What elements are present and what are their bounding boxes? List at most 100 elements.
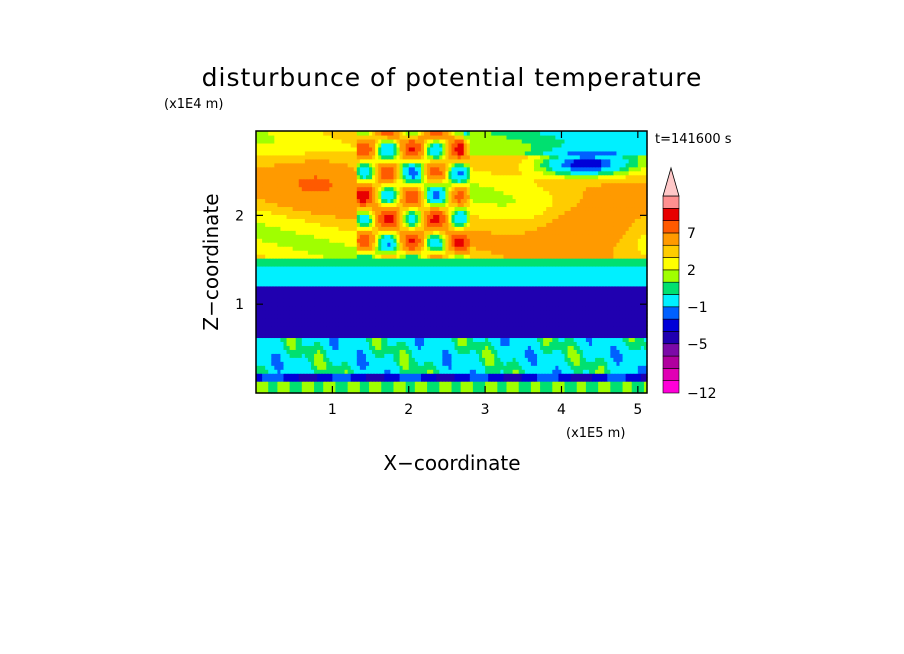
field-cell — [622, 313, 627, 319]
field-cell — [338, 337, 343, 342]
field-cell — [509, 317, 514, 323]
field-cell — [607, 242, 611, 247]
field-cell — [393, 369, 398, 374]
field-cell — [280, 301, 285, 307]
field-cell — [341, 321, 346, 327]
field-cell — [506, 313, 511, 319]
field-cell — [570, 285, 575, 291]
field-cell — [320, 277, 324, 283]
field-cell — [274, 254, 278, 259]
field-cell — [402, 369, 407, 374]
field-cell — [625, 313, 630, 319]
field-cell — [265, 353, 269, 358]
field-cell — [310, 385, 315, 390]
field-cell — [643, 341, 648, 346]
field-cell — [387, 289, 392, 295]
field-cell — [298, 373, 303, 378]
field-cell — [509, 250, 514, 255]
field-cell — [332, 361, 337, 366]
field-cell — [631, 313, 636, 319]
field-cell — [585, 297, 590, 303]
field-cell — [625, 258, 630, 263]
field-cell — [469, 265, 474, 271]
field-cell — [274, 337, 278, 342]
field-cell — [402, 337, 407, 342]
field-cell — [466, 333, 471, 339]
field-cell — [344, 385, 349, 390]
field-cell — [259, 333, 263, 339]
field-cell — [326, 345, 330, 350]
field-cell — [469, 341, 474, 346]
field-cell — [356, 341, 361, 346]
field-cell — [365, 353, 370, 358]
field-cell — [595, 313, 599, 319]
field-cell — [286, 254, 291, 259]
field-cell — [604, 238, 608, 243]
field-cell — [375, 269, 379, 275]
field-cell — [256, 345, 260, 350]
field-cell — [555, 238, 560, 243]
field-cell — [475, 389, 480, 394]
field-cell — [375, 273, 379, 279]
field-cell — [451, 305, 456, 311]
field-cell — [399, 250, 404, 255]
field-cell — [585, 254, 590, 259]
field-cell — [268, 353, 272, 358]
field-cell — [326, 262, 330, 267]
field-cell — [469, 285, 474, 291]
field-cell — [543, 373, 547, 378]
field-cell — [463, 269, 468, 275]
field-cell — [576, 373, 581, 378]
field-cell — [521, 289, 526, 295]
field-cell — [643, 333, 648, 339]
field-cell — [488, 389, 492, 394]
field-cell — [408, 254, 413, 259]
field-cell — [375, 337, 379, 342]
field-cell — [448, 289, 453, 295]
field-cell — [271, 385, 275, 390]
field-cell — [387, 337, 392, 342]
field-cell — [362, 325, 367, 331]
field-cell — [598, 254, 602, 259]
field-cell — [567, 353, 572, 358]
field-cell — [378, 309, 382, 315]
field-cell — [503, 341, 508, 346]
field-cell — [494, 377, 498, 382]
field-cell — [335, 262, 340, 267]
field-cell — [362, 250, 367, 255]
field-cell — [555, 258, 560, 263]
field-cell — [381, 269, 385, 275]
field-cell — [304, 309, 309, 315]
field-cell — [283, 329, 288, 335]
field-cell — [643, 277, 648, 283]
field-cell — [582, 265, 587, 271]
field-cell — [372, 242, 376, 247]
field-cell — [335, 309, 340, 315]
field-cell — [640, 333, 645, 339]
field-cell — [585, 281, 590, 287]
field-cell — [610, 250, 614, 255]
field-cell — [329, 373, 333, 378]
field-cell — [430, 389, 434, 394]
field-cell — [533, 309, 538, 315]
field-cell — [417, 301, 422, 307]
field-cell — [289, 385, 294, 390]
field-cell — [530, 365, 535, 370]
field-cell — [582, 246, 587, 251]
field-cell — [613, 269, 618, 275]
field-cell — [430, 309, 434, 315]
field-cell — [442, 361, 446, 366]
field-cell — [256, 285, 260, 291]
field-cell — [408, 238, 413, 243]
field-cell — [286, 309, 291, 315]
field-cell — [469, 385, 474, 390]
field-cell — [442, 301, 446, 307]
field-cell — [494, 258, 498, 263]
field-cell — [310, 250, 315, 255]
field-cell — [439, 254, 443, 259]
field-cell — [469, 262, 474, 267]
field-cell — [277, 385, 282, 390]
field-cell — [555, 285, 560, 291]
field-cell — [436, 353, 440, 358]
field-cell — [320, 389, 324, 394]
